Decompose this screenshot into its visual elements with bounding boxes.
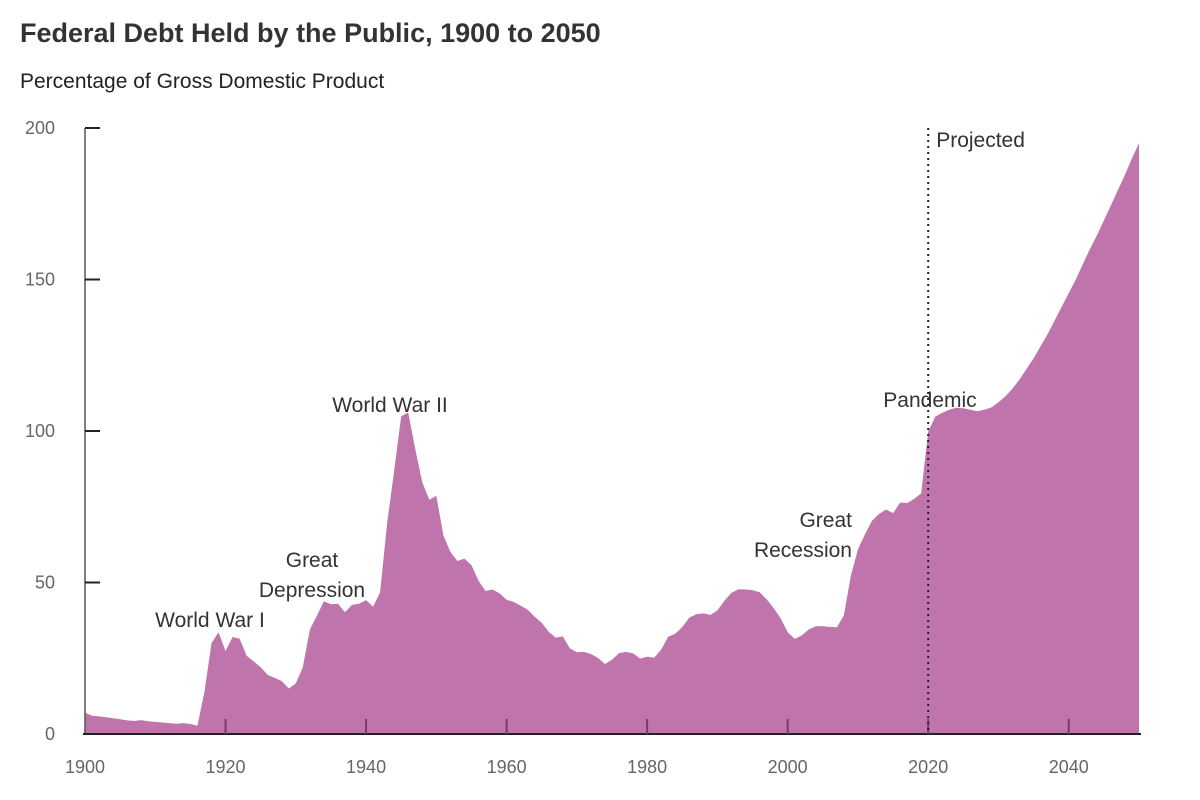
- annotation-label: Great: [286, 549, 339, 572]
- y-tick-label: 200: [25, 118, 55, 138]
- y-tick-label: 150: [25, 270, 55, 290]
- x-tick-label: 1980: [627, 757, 667, 777]
- x-tick-label: 1960: [487, 757, 527, 777]
- annotation-label: World War II: [332, 394, 448, 417]
- x-tick-label: 2000: [768, 757, 808, 777]
- annotation-label: Pandemic: [883, 389, 976, 412]
- annotation-label: Great: [799, 509, 852, 532]
- annotation-label: Recession: [754, 539, 852, 562]
- y-tick-label: 50: [35, 573, 55, 593]
- x-tick-label: 2040: [1049, 757, 1089, 777]
- x-tick-label: 1920: [206, 757, 246, 777]
- annotation-label: Depression: [259, 579, 365, 602]
- y-tick-label: 100: [25, 421, 55, 441]
- projection-label: Projected: [936, 129, 1025, 152]
- y-tick-label: 0: [45, 724, 55, 744]
- x-tick-label: 1940: [346, 757, 386, 777]
- annotation-label: World War I: [155, 609, 265, 632]
- chart-title: Federal Debt Held by the Public, 1900 to…: [20, 18, 601, 48]
- x-tick-label: 2020: [908, 757, 948, 777]
- chart-subtitle: Percentage of Gross Domestic Product: [20, 70, 385, 93]
- x-tick-label: 1900: [65, 757, 105, 777]
- debt-area: [85, 143, 1139, 735]
